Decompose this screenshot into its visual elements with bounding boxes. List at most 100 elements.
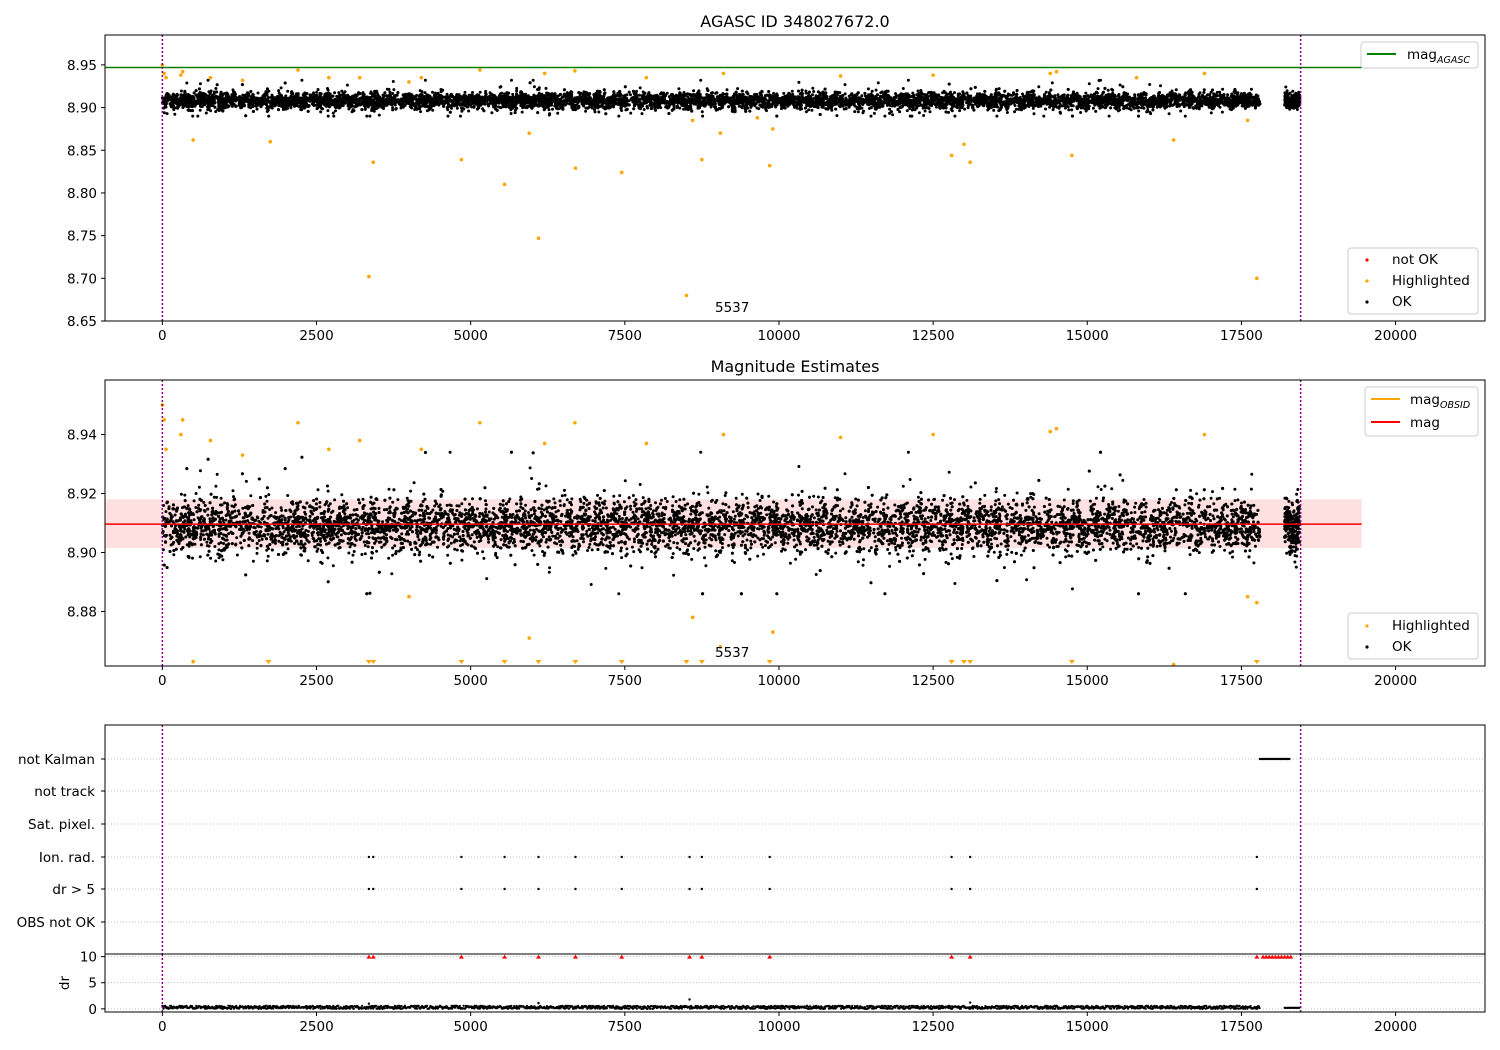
ok-point: [391, 80, 395, 83]
ok-point: [334, 109, 337, 113]
ok-point: [597, 110, 601, 114]
ok-point: [365, 114, 369, 118]
ok-point: [206, 78, 210, 82]
ok-point: [843, 83, 847, 87]
ok-point: [427, 108, 431, 112]
ok-point: [638, 93, 641, 97]
ok-point: [1170, 89, 1174, 93]
ok-point: [992, 108, 996, 112]
ok-point: [326, 114, 330, 118]
ok-point: [471, 91, 474, 94]
ok-point: [460, 109, 464, 113]
ok-point: [514, 108, 517, 112]
ok-point: [423, 78, 427, 82]
ok-point: [1297, 90, 1301, 94]
ok-point: [256, 91, 260, 95]
ok-point: [1042, 114, 1046, 118]
ok-point: [571, 108, 575, 112]
ok-point: [856, 110, 860, 114]
ok-point: [446, 114, 450, 118]
ok-point: [393, 103, 397, 107]
ok-point: [315, 90, 319, 94]
ok-point: [392, 88, 396, 92]
ok-point: [1295, 108, 1299, 111]
ok-point: [700, 110, 704, 114]
ok-point: [547, 108, 551, 112]
ok-point: [1056, 93, 1060, 97]
ok-point: [1159, 84, 1162, 88]
ok-point: [345, 83, 349, 87]
ok-point: [808, 90, 811, 94]
ok-point: [515, 89, 519, 93]
ok-point: [490, 111, 494, 115]
ok-point: [270, 106, 274, 110]
ok-point: [953, 114, 957, 118]
ok-point: [556, 107, 560, 111]
ok-point: [782, 91, 786, 95]
ok-point: [874, 88, 878, 92]
ok-point: [1137, 109, 1141, 113]
ok-point: [344, 101, 347, 105]
ok-point: [804, 110, 808, 114]
ok-point: [584, 109, 588, 113]
ok-point: [448, 110, 452, 114]
ok-point: [1005, 111, 1009, 114]
ok-point: [635, 89, 638, 93]
ok-point: [277, 89, 281, 93]
ok-point: [928, 110, 932, 114]
ok-point: [963, 107, 967, 111]
ok-point: [532, 85, 536, 89]
ok-point: [1079, 111, 1083, 114]
ok-point: [394, 107, 398, 110]
agasc-mag-panel: AGASC ID 348027672.0 8.658.708.758.808.8…: [67, 12, 1486, 344]
ok-point: [790, 89, 794, 93]
ok-point: [934, 105, 938, 109]
ok-point: [951, 105, 955, 108]
ok-point: [191, 114, 195, 118]
ok-point: [677, 87, 681, 91]
ok-point: [910, 114, 914, 118]
ok-point: [331, 111, 335, 115]
ok-point: [368, 114, 372, 118]
ok-point: [1099, 78, 1102, 82]
ok-point: [811, 86, 815, 90]
ok-point: [870, 89, 874, 93]
ok-point: [185, 81, 189, 85]
ok-point: [1084, 91, 1088, 95]
ok-point: [510, 78, 513, 82]
ok-point: [1058, 110, 1062, 114]
ok-point: [1221, 87, 1225, 91]
ok-point: [917, 111, 921, 115]
ok-point: [1032, 112, 1036, 116]
ok-point: [463, 90, 467, 94]
ok-point: [1091, 106, 1095, 110]
ok-point: [678, 106, 682, 110]
ok-point: [797, 80, 801, 84]
ok-point: [420, 90, 424, 94]
ok-point: [1044, 107, 1047, 111]
ok-point: [995, 114, 999, 118]
ok-point: [1107, 114, 1111, 118]
ok-point: [1137, 114, 1140, 118]
ok-point: [812, 90, 816, 93]
ok-point: [196, 114, 200, 118]
ok-point: [736, 87, 740, 91]
ok-point: [810, 108, 814, 112]
ok-point: [1142, 106, 1146, 110]
ok-point: [1050, 81, 1054, 85]
data-points: [160, 63, 1302, 298]
ok-point: [869, 114, 873, 118]
ok-point: [1220, 110, 1224, 114]
ok-point: [923, 93, 927, 97]
ok-point: [173, 112, 177, 116]
ok-point: [853, 110, 857, 114]
ok-point: [975, 92, 979, 96]
ok-point: [551, 107, 554, 111]
ok-point: [948, 102, 952, 106]
ok-point: [1179, 109, 1183, 113]
ok-point: [997, 87, 1001, 91]
ok-point: [417, 94, 421, 98]
ok-point: [556, 111, 560, 115]
ok-point: [1086, 94, 1090, 98]
